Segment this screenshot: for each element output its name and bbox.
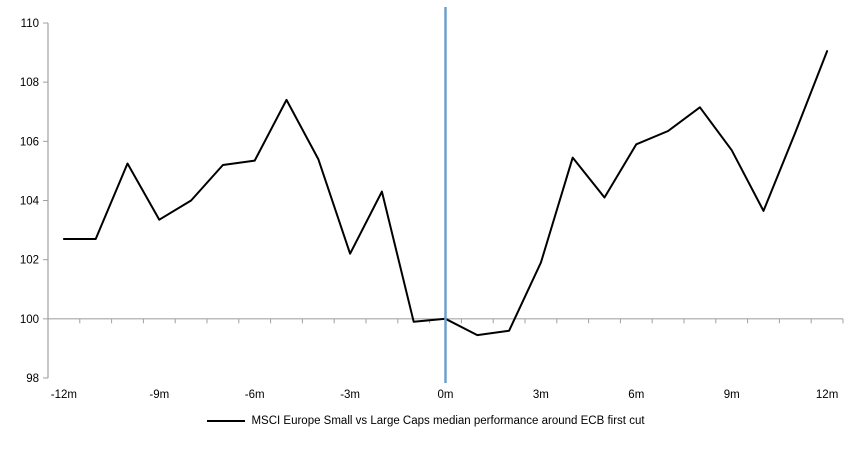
y-tick-label: 98 <box>26 373 39 385</box>
x-tick-label: 9m <box>724 389 740 401</box>
x-tick-label: -3m <box>340 389 360 401</box>
y-tick-label: 104 <box>20 196 40 208</box>
chart-legend: MSCI Europe Small vs Large Caps median p… <box>0 415 852 427</box>
x-tick-label: 3m <box>533 389 549 401</box>
y-tick-label: 102 <box>20 255 39 267</box>
x-tick-label: 12m <box>816 389 838 401</box>
legend-line-sample <box>207 420 246 422</box>
y-tick-label: 100 <box>20 314 39 326</box>
x-tick-label: -6m <box>245 389 265 401</box>
x-tick-label: 0m <box>438 389 454 401</box>
legend-series-label: MSCI Europe Small vs Large Caps median p… <box>251 415 645 427</box>
x-tick-label: -9m <box>149 389 169 401</box>
x-tick-label: 6m <box>628 389 644 401</box>
y-tick-label: 108 <box>20 77 39 89</box>
y-tick-label: 110 <box>21 18 39 30</box>
x-tick-label: -12m <box>51 389 77 401</box>
y-tick-label: 106 <box>20 136 39 148</box>
x-axis-labels: -12m -9m -6m -3m 0m 3m 6m 9m 12m <box>51 389 838 401</box>
y-axis: 98 100 102 104 106 108 110 <box>20 18 49 385</box>
